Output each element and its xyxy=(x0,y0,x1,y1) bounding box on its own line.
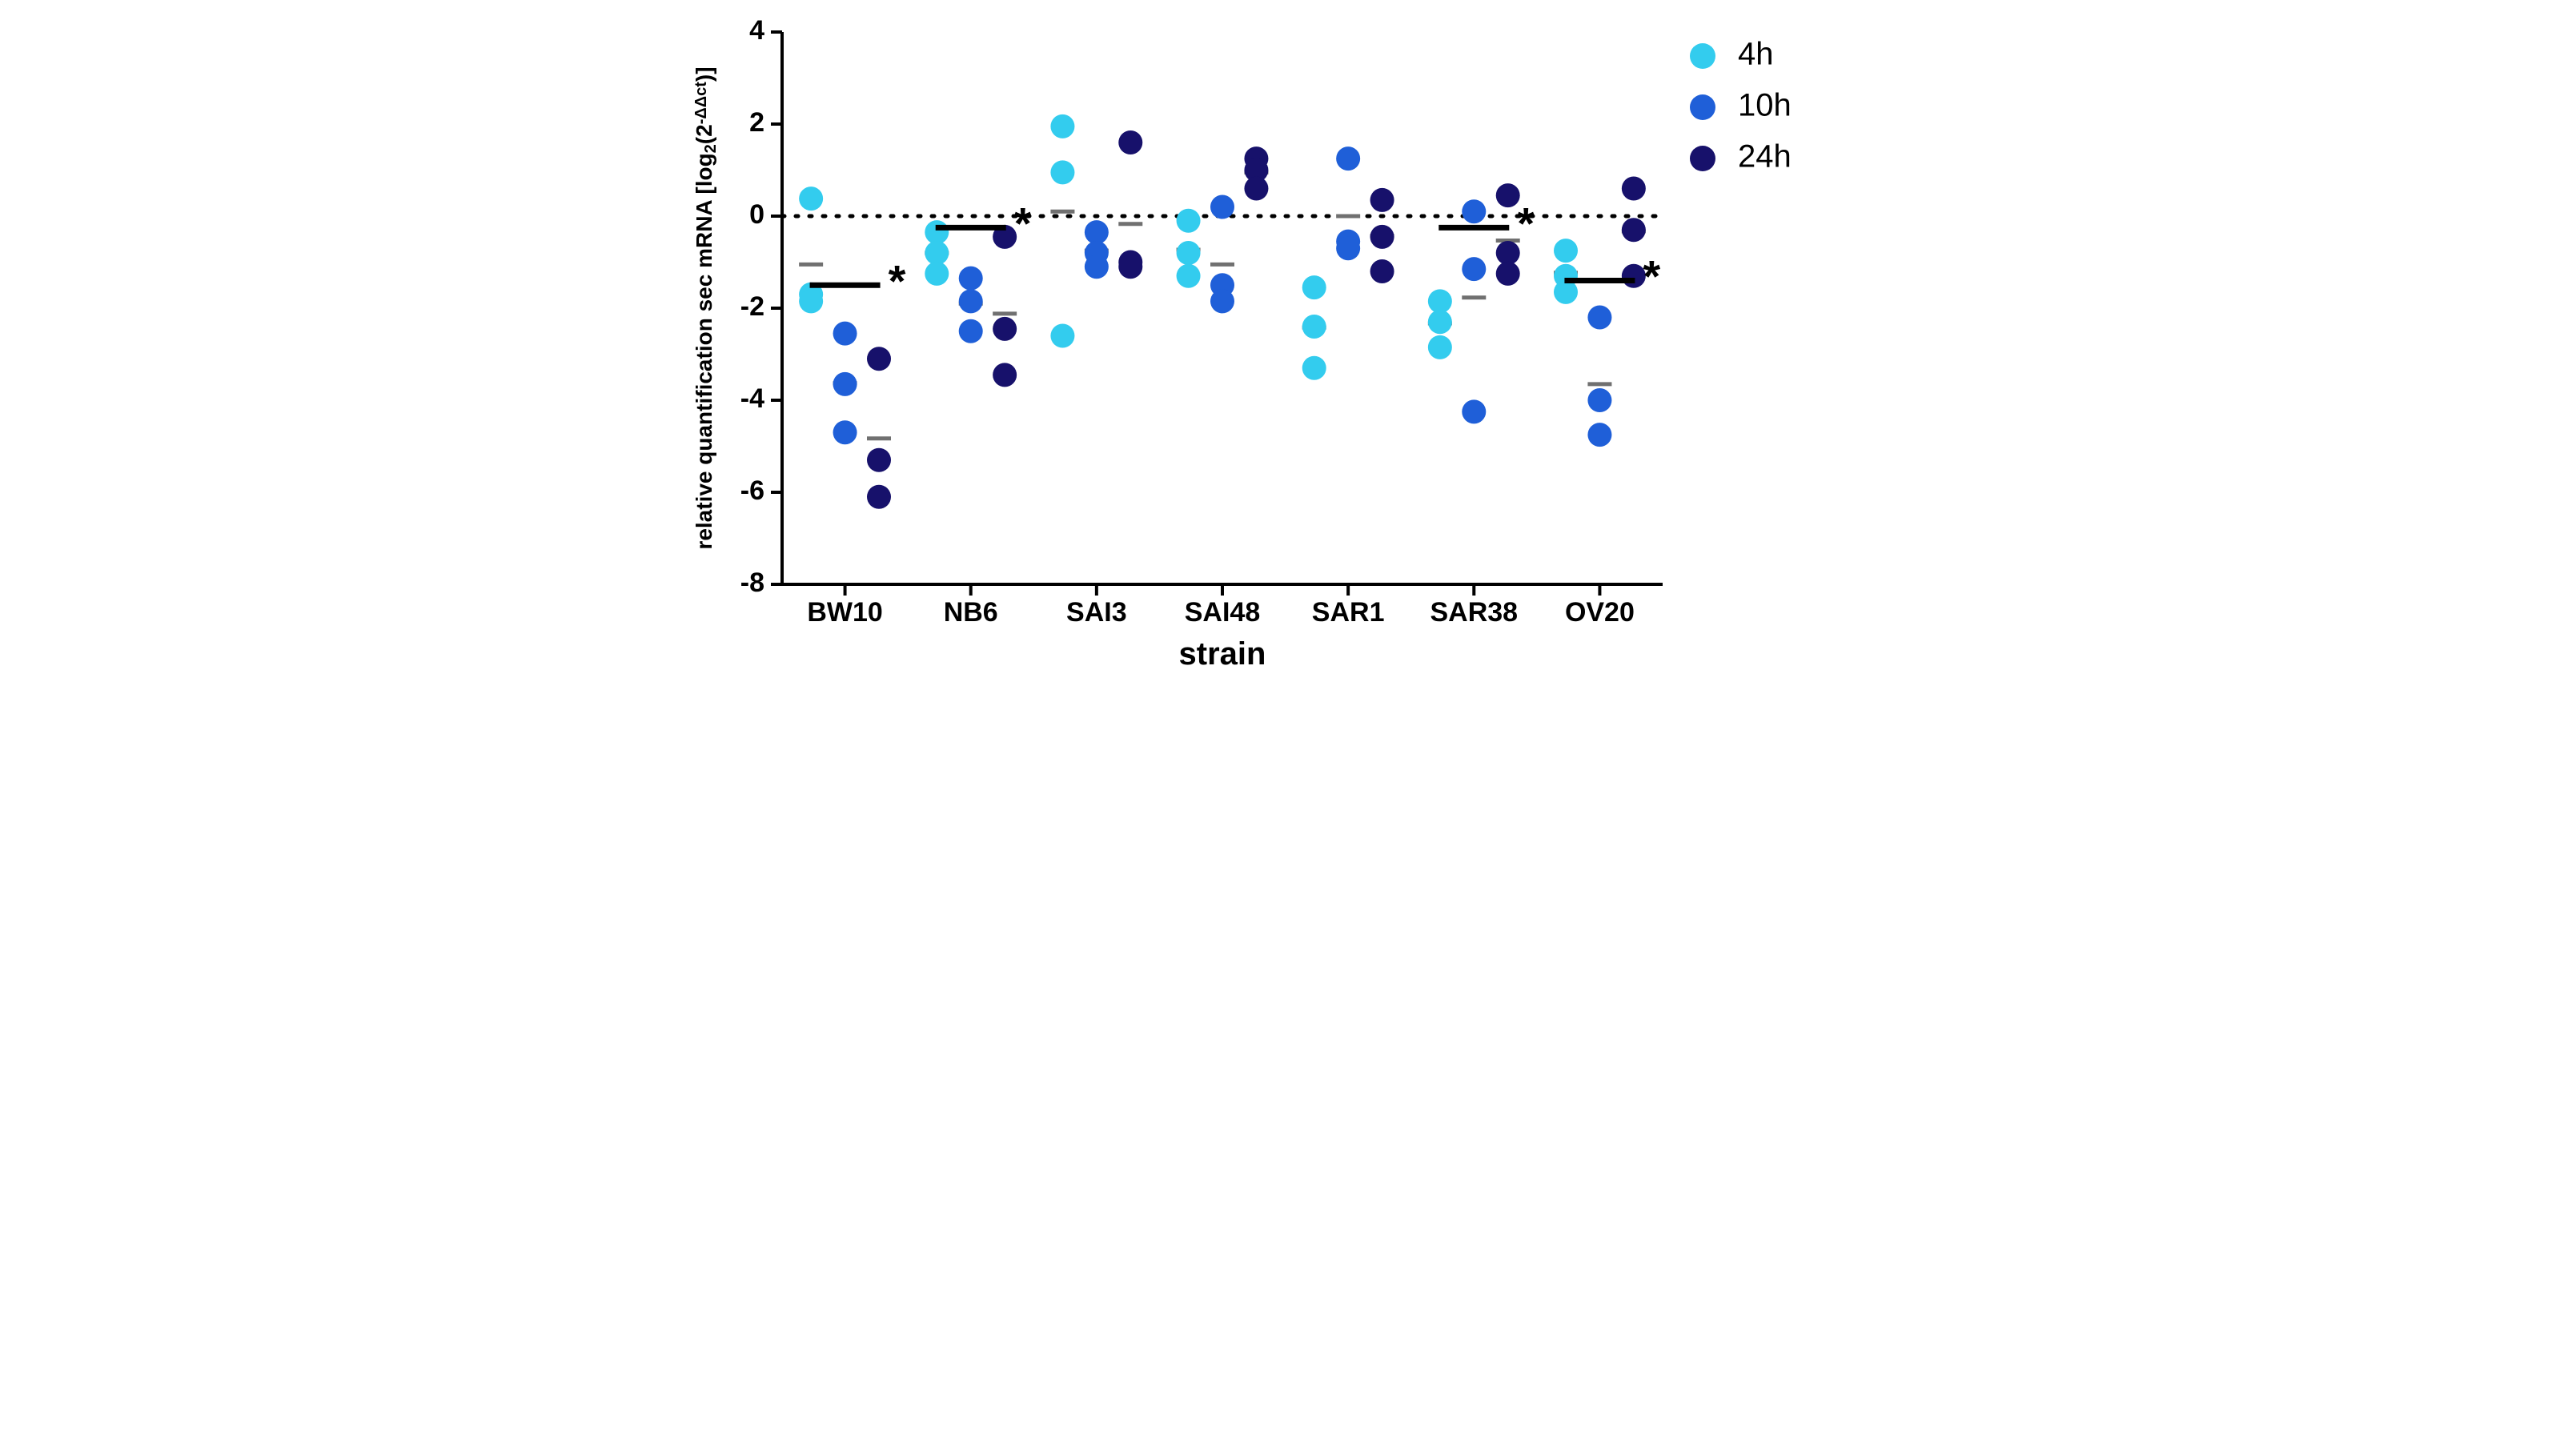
data-point xyxy=(833,322,857,346)
data-point xyxy=(1587,388,1611,412)
x-tick-label: NB6 xyxy=(943,597,997,628)
data-point xyxy=(1554,280,1578,304)
data-point xyxy=(1495,262,1519,286)
data-point xyxy=(1621,177,1645,201)
y-tick-label: 2 xyxy=(749,107,764,138)
data-point xyxy=(1370,188,1394,212)
data-point xyxy=(958,267,982,291)
x-tick-label: SAR38 xyxy=(1430,597,1518,628)
y-tick-label: -8 xyxy=(740,568,764,598)
data-point xyxy=(1176,264,1200,288)
x-tick-label: OV20 xyxy=(1564,597,1634,628)
data-point xyxy=(1370,259,1394,283)
data-point xyxy=(993,317,1017,341)
significance-star: * xyxy=(1517,198,1535,248)
y-axis-label: relative quantification sec mRNA [log2(2… xyxy=(692,66,720,549)
data-point xyxy=(993,363,1017,387)
data-point xyxy=(1302,275,1326,299)
data-point xyxy=(867,347,891,371)
legend-label: 24h xyxy=(1738,139,1792,174)
data-point xyxy=(1427,310,1451,334)
data-point xyxy=(1495,241,1519,265)
data-point xyxy=(867,448,891,472)
scatter-chart: -8 -6 -4 -2 0 2 4 BW10 NB6 SAI3 SAI48 SAR1 SAR38 OV20… xyxy=(686,0,1887,720)
significance-star: * xyxy=(1013,198,1031,248)
data-point xyxy=(1084,220,1108,244)
x-tick-label: BW10 xyxy=(807,597,882,628)
x-tick-label: SAI48 xyxy=(1184,597,1260,628)
y-tick-label: -2 xyxy=(740,291,764,322)
data-point xyxy=(1176,241,1200,265)
data-point xyxy=(1370,225,1394,249)
data-point xyxy=(1554,239,1578,263)
data-point xyxy=(1462,257,1486,281)
y-tick-label: -6 xyxy=(740,475,764,506)
data-point xyxy=(1621,264,1645,288)
data-point xyxy=(1176,209,1200,233)
data-point xyxy=(1210,289,1234,313)
significance-star: * xyxy=(888,255,905,306)
data-point xyxy=(1427,335,1451,359)
data-point xyxy=(1587,306,1611,330)
chart-container: -8 -6 -4 -2 0 2 4 BW10 NB6 SAI3 SAI48 SAR1 SAR38 OV20… xyxy=(686,0,1887,720)
data-point xyxy=(1050,324,1074,348)
legend-marker xyxy=(1690,146,1715,171)
legend-marker xyxy=(1690,43,1715,69)
data-point xyxy=(1210,195,1234,219)
data-point xyxy=(1302,356,1326,380)
data-point xyxy=(1084,255,1108,279)
x-axis-label: strain xyxy=(1178,636,1266,672)
data-point xyxy=(833,372,857,396)
data-point xyxy=(1495,183,1519,207)
data-point xyxy=(867,485,891,509)
y-tick-label: -4 xyxy=(740,383,764,414)
data-point xyxy=(1302,315,1326,339)
data-point xyxy=(958,289,982,313)
legend-label: 4h xyxy=(1738,37,1774,72)
data-point xyxy=(1462,399,1486,423)
data-point xyxy=(925,241,949,265)
legend-marker xyxy=(1690,94,1715,120)
data-point xyxy=(1050,114,1074,138)
data-point xyxy=(799,187,823,211)
significance-star: * xyxy=(1643,251,1660,302)
legend-label: 10h xyxy=(1738,88,1792,123)
data-point xyxy=(1118,130,1142,154)
data-point xyxy=(925,220,949,244)
data-point xyxy=(925,262,949,286)
data-point xyxy=(1462,199,1486,223)
x-tick-label: SAR1 xyxy=(1311,597,1384,628)
data-point xyxy=(1118,255,1142,279)
y-tick-label: 4 xyxy=(749,15,764,46)
data-point xyxy=(1050,160,1074,184)
data-point xyxy=(1621,218,1645,242)
y-tick-label: 0 xyxy=(749,199,764,230)
data-point xyxy=(1587,423,1611,447)
data-point xyxy=(833,420,857,444)
data-point xyxy=(1336,236,1360,260)
data-point xyxy=(1336,146,1360,170)
data-point xyxy=(958,319,982,343)
data-point xyxy=(1427,289,1451,313)
data-point xyxy=(799,289,823,313)
x-tick-label: SAI3 xyxy=(1066,597,1127,628)
data-point xyxy=(1244,177,1268,201)
